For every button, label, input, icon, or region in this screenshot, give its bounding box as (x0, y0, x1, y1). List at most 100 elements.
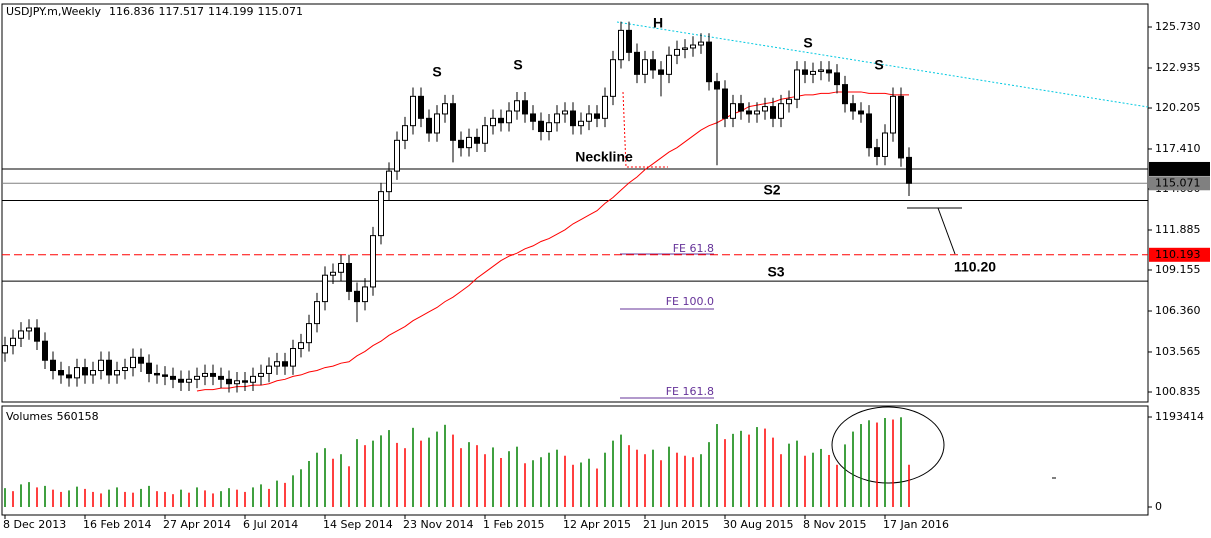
annotation: S3 (767, 264, 784, 280)
price-box-label: 110.193 (1155, 248, 1201, 261)
y-tick-label: 103.565 (1155, 345, 1201, 358)
candle-body (730, 103, 736, 119)
fe-label: FE 100.0 (666, 295, 714, 308)
candle-body (74, 367, 80, 379)
header-close: 115.071 (258, 5, 304, 18)
candle-body (866, 113, 872, 149)
candle-body (58, 370, 64, 376)
y-tick-label: 117.410 (1155, 142, 1201, 155)
volume-label: Volumes (6, 410, 53, 423)
pointer (937, 207, 956, 255)
candle-body (890, 95, 896, 134)
candle-body (82, 367, 88, 376)
candle-body (874, 147, 880, 157)
candle-body (330, 271, 336, 276)
price-box (1149, 176, 1210, 191)
x-tick-label: 6 Jul 2014 (243, 518, 298, 531)
candle-body (722, 88, 728, 119)
candle-body (578, 120, 584, 127)
candle-body (434, 113, 440, 134)
volume-last: 560158 (57, 410, 99, 423)
candle-body (442, 103, 448, 115)
price-box (1149, 247, 1210, 262)
volume-tick-label: 0 (1155, 500, 1162, 513)
candle-body (482, 125, 488, 144)
candle-body (762, 106, 768, 112)
candle-body (42, 340, 48, 361)
x-tick-label: 12 Apr 2015 (563, 518, 631, 531)
candle-body (178, 378, 184, 383)
candle-body (674, 48, 680, 56)
annotation: Neckline (575, 149, 633, 165)
candle-body (522, 100, 528, 115)
candle-body (114, 370, 120, 376)
x-tick-label: 1 Feb 2015 (483, 518, 544, 531)
price-box-label: 116.047 (1155, 162, 1201, 175)
candle-body (754, 110, 760, 115)
x-tick-label: 17 Jan 2016 (883, 518, 949, 531)
y-tick-label: 125.730 (1155, 20, 1201, 33)
fe-label: FE 161.8 (666, 385, 714, 398)
fe-label: FE 61.8 (673, 242, 714, 255)
annotation: H (653, 15, 663, 31)
candle-body (554, 113, 560, 124)
candle-body (506, 110, 512, 124)
candle-body (242, 380, 248, 383)
candle-body (138, 356, 144, 364)
candle-body (2, 345, 8, 354)
candle-body (682, 47, 688, 50)
volume-highlight (831, 406, 945, 484)
candle-body (658, 69, 664, 75)
x-tick-label: 30 Aug 2015 (723, 518, 793, 531)
moving-average (196, 91, 909, 392)
x-tick-label: 27 Apr 2014 (163, 518, 231, 531)
neckline-projection (622, 91, 668, 168)
candle-body (282, 361, 288, 367)
candle-body (450, 103, 456, 141)
candle-body (546, 122, 552, 133)
price-box-label: 115.071 (1155, 176, 1201, 189)
candle-body (538, 120, 544, 133)
candle-body (274, 361, 280, 367)
x-tick-label: 8 Dec 2013 (3, 518, 66, 531)
candle-body (690, 44, 696, 49)
candle-body (514, 100, 520, 112)
price-box (1149, 161, 1210, 176)
y-tick-label: 100.835 (1155, 385, 1201, 398)
candle-body (338, 262, 344, 273)
candle-body (154, 372, 160, 376)
candle-body (346, 262, 352, 292)
candle-body (170, 375, 176, 380)
candle-body (794, 69, 800, 100)
candle-body (498, 117, 504, 124)
candle-body (530, 113, 536, 122)
candle-body (50, 359, 56, 372)
candle-body (850, 103, 856, 112)
annotation: S2 (763, 182, 780, 198)
candle-body (698, 41, 704, 46)
candle-body (738, 103, 744, 112)
candle-body (418, 95, 424, 119)
candle-body (714, 81, 720, 90)
candle-body (362, 286, 368, 303)
volume-tick-label: 1193414 (1155, 410, 1204, 423)
candle-body (786, 98, 792, 105)
candle-body (594, 113, 600, 119)
candle-body (618, 29, 624, 61)
annotation: S (513, 57, 522, 73)
candle-body (842, 84, 848, 105)
candle-body (258, 372, 264, 377)
candle-body (458, 139, 464, 149)
candle-body (194, 375, 200, 380)
candle-body (26, 327, 32, 332)
series-layer: 125.730122.935120.205117.410114.680111.8… (2, 20, 1210, 531)
candle-body (370, 235, 376, 288)
candle-body (18, 330, 24, 339)
chart-header: USDJPY.m,Weekly 116.836 117.517 114.199 115.… (6, 5, 303, 18)
candle-body (10, 337, 16, 347)
candle-body (122, 367, 128, 372)
candle-body (802, 69, 808, 75)
candle-body (162, 374, 168, 377)
